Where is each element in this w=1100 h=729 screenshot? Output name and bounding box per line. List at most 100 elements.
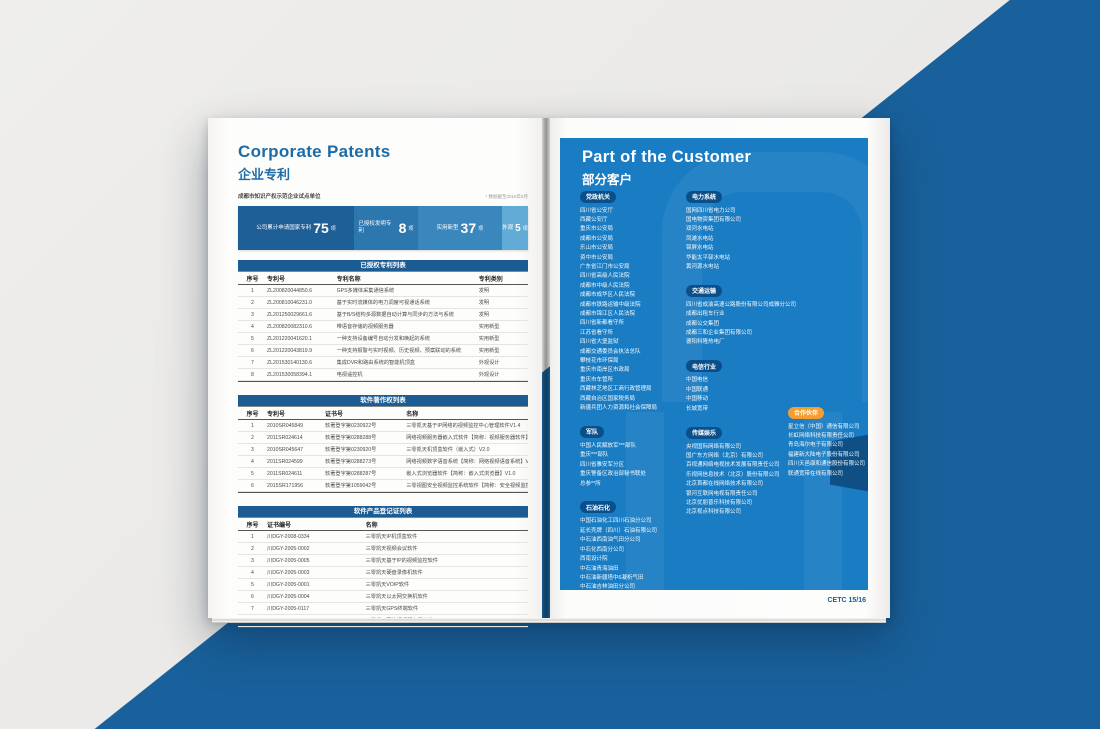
table-row: 2 川DGY-2005-0002 三零凯天视频会议软件 [238,543,528,555]
table-cell: 发明 [478,300,490,306]
table-cell: 三零凯天网络视频服务器软件 [365,618,434,624]
right-page-title-zh: 部分客户 [582,173,633,187]
customer-item: 北京优朋普乐科技有限公司 [686,499,753,506]
table-title: 软件著作权列表 [238,395,528,406]
customer-item: 锦屏水电站 [686,245,714,252]
table-row: 7 ZL201530140130.6 集成DVR和路由系统的智能机顶盒 外观设计 [238,357,528,369]
table-cell: 软著登字第1059042号 [325,483,377,489]
table-cell: ZL201220041620.1 [267,335,313,342]
customer-item: 总参**所 [580,480,601,487]
left-page: Corporate Patents 企业专利 成都市知识产权示范企业试点单位 *… [208,118,542,628]
table-row: 7 川DGY-2005-0117 三零凯天GPS终端软件 [238,603,528,615]
customer-column-2: 电力系统 国网四川省电力公司 国电物资集团有限公司 双河水电站 凤滩水电站 锦屏水电站 华能… [686,186,797,526]
customer-item: 四川省大堡监狱 [580,339,619,346]
table-cell: 发明 [478,288,490,294]
customer-item: 中国人民解放军***部队 [580,442,636,449]
table-header-row: 序号 专利号 专利名称 专利类别 [238,271,528,285]
table-cell: 三零凯天硬盘录像机软件 [365,570,423,576]
table-cell: 3 [251,311,254,318]
table-cell: 7 [251,605,254,612]
column-header: 专利类别 [478,276,503,283]
table-cell: 2015SR171956 [267,482,304,489]
customer-item: 四川省雅安军分区 [580,461,625,468]
customer-item: 华能太平驿水电站 [686,254,731,261]
customer-item: 西藏林芝地区工商行政管理局 [580,386,652,393]
customer-item: 重庆市公安局 [580,226,614,233]
patent-tables: 已授权专利列表 序号 专利号 专利名称 专利类别 1 ZL200820044850.6 GPS… [238,260,528,641]
column-header: 名称 [365,522,378,529]
stat-label: 外观 [502,224,514,231]
table-cell: 实用新型 [478,324,500,330]
table-row: 3 川DGY-2005-0005 三零凯天基于IP的视频监控软件 [238,555,528,567]
table-cell: 三零凯天GPS终端软件 [365,606,419,612]
patent-table: 软件著作权列表 序号 专利号 证书号 名称 1 2010SR045849 软著登字第02309… [238,395,528,493]
table-cell: 3 [251,446,254,453]
fold-ribbon-decoration [830,433,868,493]
customer-panel: Part of the Customer 部分客户 党政机关 四川省公安厅 西藏公安… [560,138,868,590]
stat-label: 实用新型 [436,224,459,231]
table-cell: 1 [251,422,254,429]
table-cell: 软著登字第0288287号 [325,471,377,477]
customer-item: 乐山市公安局 [580,245,614,252]
table-row: 8 川DGY-2006-0204 三零凯天网络视频服务器软件 [238,615,528,627]
table-row: 6 2015SR171956 软著登字第1059042号 三零视图安全视频监控系统软件… [238,480,528,492]
table-cell: 6 [251,482,254,489]
table-cell: 基于B/S结构多源数据自动计算与同步的方法与系统 [336,312,454,318]
certification-caption: 成都市知识产权示范企业试点单位 [238,194,321,200]
table-row: 3 ZL201250029661.6 基于B/S结构多源数据自动计算与同步的方法与系… [238,309,528,321]
table-row: 1 2010SR045849 软著登字第0230922号 三零凯天基于IP网络的视频监… [238,420,528,432]
stat-unit: 项 [330,225,336,232]
column-header: 专利号 [267,276,286,283]
table-header-row: 序号 专利号 证书号 名称 [238,406,528,420]
table-cell: 外观设计 [478,360,500,366]
table-cell: ZL200810046231.0 [267,299,313,306]
customer-item: 中国联通 [686,386,709,393]
table-cell: 2 [251,299,254,306]
table-cell: 2 [251,545,254,552]
book-spine [542,118,550,618]
table-cell: 一种支持设备编号自动分发和唤起的系统 [336,336,430,342]
table-row: 5 2011SR024611 软著登字第0288287号 嵌入式浏览器软件【简称：嵌入… [238,468,528,480]
table-cell: 2011SR024611 [267,470,303,477]
section-badge: 电力系统 [686,190,723,203]
table-cell: 川DGY-2005-0004 [267,594,310,600]
table-cell: 三零凯天基于IP的视频监控软件 [365,558,438,564]
customer-section: 党政机关 四川省公安厅 西藏公安厅 重庆市公安局 成都市公安局 乐山市公安局 资中市公安局广… [580,186,684,413]
table-header-row: 序号 证书编号 名称 [238,517,528,531]
customer-item: 国网四川省电力公司 [686,207,736,214]
right-page-title-en: Part of the Customer [582,148,752,166]
table-row: 5 ZL201220041620.1 一种支持设备编号自动分发和唤起的系统 实用新型 [238,333,528,345]
column-header: 序号 [246,411,259,418]
customer-item: 长虹网络科技有限责任公司 [788,432,855,439]
stat-value: 75 [313,220,329,236]
customer-item: 成都出租车行业 [686,311,725,318]
customer-item: 北京视点科技有限公司 [686,509,742,516]
patent-table: 软件产品登记证列表 序号 证书编号 名称 1 川DGY-2008-0334 三零凯天IP机顶… [238,506,528,628]
section-badge: 电信行业 [686,360,723,373]
table-cell: 三零凯天机顶盒软件（嵌入式）V2.0 [406,447,490,453]
customer-item: 延长壳牌（四川）石油有限公司 [580,527,658,534]
table-row: 2 2011SR024614 软著登字第0288288号 网络视频服务器嵌入式软件【简… [238,432,528,444]
customer-item: 重庆市车管所 [580,376,614,383]
section-badge: 党政机关 [580,190,617,203]
data-cutoff-note: * 数据截至2016年6月 [485,194,528,199]
customer-item: 长城宽带 [686,405,709,412]
column-header: 证书号 [325,411,344,418]
customer-item: 星立信（中国）通信有限公司 [788,423,860,430]
section-badge: 石油石化 [580,501,617,514]
left-page-meta: 成都市知识产权示范企业试点单位 * 数据截至2016年6月 [238,192,528,200]
customer-item: 四川省成渝高速公路股份有限公司成雅分公司 [686,301,797,308]
table-cell: 川DGY-2006-0204 [267,618,310,624]
table-row: 1 川DGY-2008-0334 三零凯天IP机顶盒软件 [238,531,528,543]
customer-item: 成都公交集团 [686,320,720,327]
table-cell: ZL201220043819.9 [267,347,313,354]
table-cell: GPS多媒体采集通信系统 [336,288,395,294]
table-cell: 带语音存储的视频服务器 [336,324,394,330]
customer-item: 资中市公安局 [580,254,614,261]
table-cell: 2011SR024614 [267,434,303,441]
page-number: CETC 15/16 [827,597,866,604]
customer-item: 中石油西南油气田分公司 [580,537,641,544]
customer-item: 江苏省看守所 [580,329,614,336]
section-badge: 交通运输 [686,284,723,297]
